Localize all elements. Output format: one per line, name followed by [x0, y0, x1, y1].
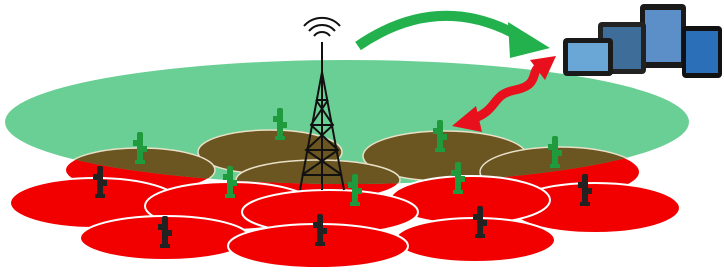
- tablet-screen: [568, 43, 608, 71]
- network-diagram: [0, 0, 724, 272]
- page: (() => { const data = JSON.parse(documen…: [0, 0, 724, 272]
- tablet-screen: [686, 31, 718, 73]
- uplink-arrow: [358, 16, 550, 58]
- lower-cells: [10, 176, 680, 268]
- devices: [563, 4, 722, 78]
- tablet-screen: [645, 10, 681, 62]
- cell: [395, 218, 555, 262]
